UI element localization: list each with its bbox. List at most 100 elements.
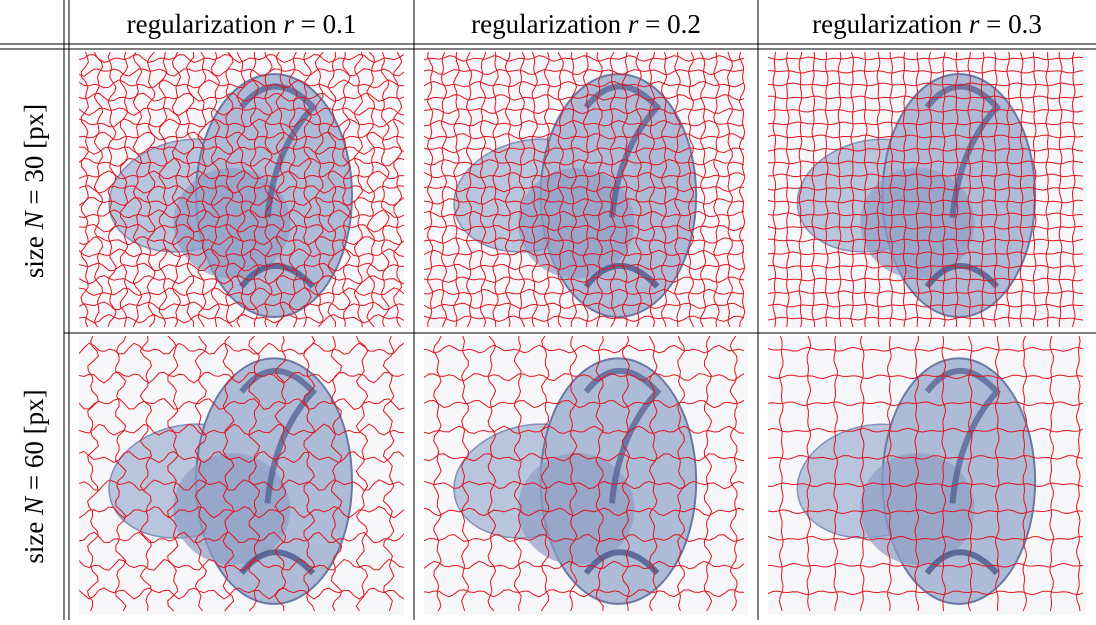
superpixel-boundary: [79, 275, 404, 285]
superpixel-boundary: [107, 52, 117, 328]
superpixel-boundary: [424, 263, 745, 271]
superpixel-boundary: [621, 52, 628, 328]
superpixel-boundary: [264, 52, 273, 328]
superpixel-boundary: [433, 336, 442, 612]
superpixel-boundary: [994, 336, 1000, 612]
superpixel-boundary: [837, 52, 842, 328]
superpixel-boundary: [811, 52, 816, 328]
superpixel-boundary: [768, 277, 1084, 282]
row-unit: [px]: [19, 104, 49, 156]
superpixel-boundary: [171, 52, 182, 328]
header-variable: r: [962, 9, 980, 39]
superpixel-boundary: [1022, 336, 1028, 612]
superpixel-boundary: [79, 209, 404, 219]
superpixel-boundary: [79, 531, 404, 544]
superpixel-boundary: [139, 336, 153, 612]
superpixel-boundary: [768, 148, 1084, 152]
superpixel-boundary: [424, 560, 745, 570]
superpixel-boundary: [967, 52, 971, 328]
superpixel-boundary: [980, 52, 985, 328]
superpixel-boundary: [382, 336, 395, 612]
superpixel-boundary: [79, 170, 404, 180]
superpixel-boundary: [1045, 52, 1050, 328]
superpixel-boundary: [274, 336, 287, 612]
superpixel-boundary: [703, 336, 713, 612]
tissue-fold: [583, 83, 662, 218]
cell-image: [768, 336, 1086, 615]
superpixel-boundary: [768, 482, 1084, 488]
superpixel-boundary: [687, 52, 695, 328]
superpixel-boundary: [79, 450, 404, 464]
superpixel-boundary: [288, 52, 298, 328]
superpixel-boundary: [79, 398, 404, 410]
superpixel-boundary: [993, 52, 998, 328]
header-label: regularization: [812, 9, 962, 39]
superpixel-boundary: [236, 52, 246, 328]
superpixel-boundary: [518, 52, 526, 328]
superpixel-boundary: [303, 336, 316, 612]
superpixel-boundary: [342, 52, 351, 328]
superpixel-boundary: [210, 52, 221, 328]
header-variable: r: [621, 9, 639, 39]
superpixel-boundary: [146, 52, 156, 328]
header-value: 0.1: [316, 9, 357, 39]
superpixel-boundary: [768, 160, 1084, 165]
superpixel-boundary: [726, 52, 733, 328]
superpixel-boundary: [424, 480, 745, 490]
superpixel-boundary: [79, 587, 404, 600]
superpixel-boundary: [768, 303, 1084, 308]
superpixel-boundary: [540, 336, 550, 612]
superpixel-boundary: [79, 287, 404, 297]
tissue-fold: [924, 83, 1002, 218]
superpixel-boundary: [768, 401, 1084, 407]
superpixel-boundary: [303, 52, 312, 328]
superpixel-boundary: [768, 69, 1084, 74]
cell-image: [768, 52, 1086, 328]
superpixel-boundary: [225, 52, 234, 328]
superpixel-boundary: [772, 52, 777, 328]
superpixel-boundary: [79, 248, 404, 258]
cell-image: [79, 52, 404, 328]
superpixel-boundary: [1075, 336, 1081, 612]
superpixel-boundary: [355, 336, 369, 612]
superpixel-boundary: [768, 121, 1084, 126]
superpixel-boundary: [768, 109, 1084, 113]
superpixel-boundary: [768, 251, 1084, 256]
superpixel-boundary: [424, 453, 745, 462]
superpixel-boundary: [582, 52, 589, 328]
row-label: size: [19, 236, 49, 278]
superpixel-boundary: [424, 198, 745, 205]
superpixel-boundary: [330, 336, 343, 612]
superpixel-boundary: [674, 52, 681, 328]
superpixel-boundary: [79, 301, 404, 311]
superpixel-boundary: [768, 374, 1084, 380]
superpixel-boundary: [314, 52, 324, 328]
superpixel-boundary: [859, 336, 865, 612]
superpixel-boundary: [79, 558, 404, 571]
superpixel-boundary: [768, 238, 1084, 243]
superpixel-boundary: [902, 52, 907, 328]
cell-image: [424, 52, 748, 328]
superpixel-boundary: [768, 186, 1084, 191]
superpixel-boundary: [197, 52, 207, 328]
superpixel-boundary: [132, 52, 143, 328]
superpixel-boundary: [648, 336, 658, 612]
superpixel-boundary: [595, 336, 604, 612]
superpixel-boundary: [648, 52, 656, 328]
superpixel-boundary: [424, 80, 745, 88]
header-label: regularization: [471, 9, 621, 39]
superpixel-boundary: [768, 225, 1084, 230]
superpixel-boundary: [424, 237, 745, 244]
superpixel-boundary: [80, 52, 89, 328]
header-operator: =: [638, 9, 660, 39]
superpixel-boundary: [487, 336, 497, 612]
superpixel-boundary: [79, 479, 404, 491]
superpixel-boundary: [543, 52, 550, 328]
superpixel-boundary: [79, 342, 404, 355]
superpixel-boundary: [876, 52, 881, 328]
superpixel-boundary: [424, 507, 745, 517]
superpixel-boundary: [768, 212, 1083, 217]
header-operator: =: [979, 9, 1001, 39]
